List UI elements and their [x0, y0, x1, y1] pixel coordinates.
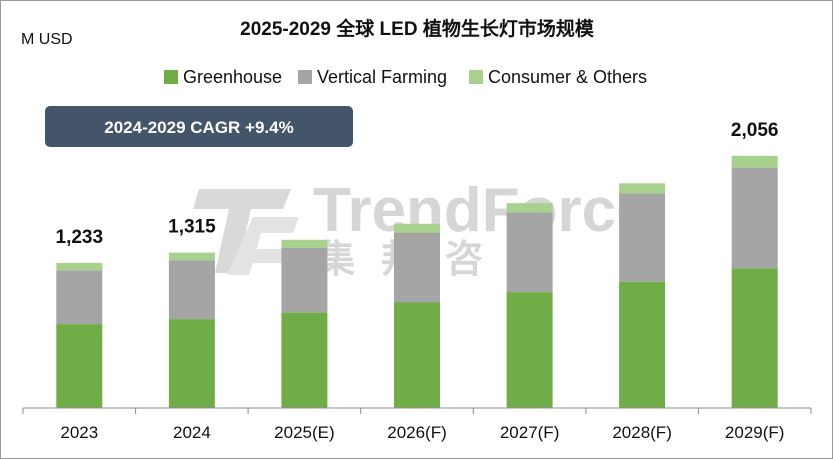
x-tick-label-2: 2025(E) — [274, 423, 334, 442]
bar-segment-0-5 — [619, 281, 666, 408]
legend-swatch-2 — [469, 70, 483, 84]
x-axis-labels: 2023 2024 2025(E) 2026(F) 2027(F) 2028(F) 2029… — [60, 423, 784, 442]
bar-segment-1-0 — [56, 270, 103, 325]
bar-segment-2-4 — [506, 203, 553, 213]
x-tick-label-5: 2028(F) — [612, 423, 672, 442]
bar-segment-1-3 — [394, 232, 440, 303]
watermark-brand: TrendForce — [313, 176, 651, 245]
total-label-2: 2,056 — [731, 120, 779, 141]
bar-segment-1-5 — [619, 193, 666, 282]
total-labels: 1,233 1,315 2,056 — [56, 120, 779, 248]
bar-segment-0-2 — [281, 312, 328, 408]
x-tick-label-0: 2023 — [60, 423, 98, 442]
x-tick-label-6: 2029(F) — [725, 423, 785, 442]
bar-segment-1-6 — [731, 167, 778, 269]
bar-segment-2-2 — [281, 239, 328, 248]
bar-segment-1-4 — [506, 212, 553, 293]
bar-segment-0-6 — [731, 268, 778, 408]
chart-title: 2025-2029 全球 LED 植物生长灯市场规模 — [240, 17, 595, 40]
bar-segment-1-2 — [281, 247, 328, 313]
legend-label-0: Greenhouse — [183, 67, 282, 87]
bar-segment-0-0 — [56, 324, 103, 408]
legend-swatch-1 — [298, 70, 312, 84]
legend: Greenhouse Vertical Farming Consumer & Oth… — [164, 67, 647, 87]
x-tick-label-1: 2024 — [173, 423, 211, 442]
bar-segment-0-3 — [394, 302, 440, 408]
unit-label: M USD — [21, 31, 73, 48]
bar-segment-2-0 — [56, 262, 103, 271]
legend-label-2: Consumer & Others — [488, 67, 647, 87]
bar-segment-2-1 — [168, 252, 215, 261]
legend-swatch-0 — [164, 70, 178, 84]
trendforce-logo-icon — [193, 189, 299, 275]
x-axis-ticks — [22, 408, 812, 414]
bars — [56, 155, 778, 408]
total-label-1: 1,315 — [168, 217, 216, 238]
bar-segment-0-1 — [168, 319, 215, 408]
bar-segment-0-4 — [506, 292, 553, 408]
bar-segment-2-3 — [394, 223, 440, 233]
x-tick-label-3: 2026(F) — [387, 423, 447, 442]
bar-segment-1-1 — [168, 260, 215, 320]
cagr-box — [45, 106, 353, 147]
cagr-text: 2024-2029 CAGR +9.4% — [104, 118, 293, 137]
bar-segment-2-5 — [619, 183, 666, 194]
cagr-annotation: 2024-2029 CAGR +9.4% — [45, 106, 353, 147]
legend-label-1: Vertical Farming — [317, 67, 447, 87]
bar-segment-2-6 — [731, 155, 778, 168]
x-tick-label-4: 2027(F) — [500, 423, 560, 442]
total-label-0: 1,233 — [56, 227, 104, 248]
